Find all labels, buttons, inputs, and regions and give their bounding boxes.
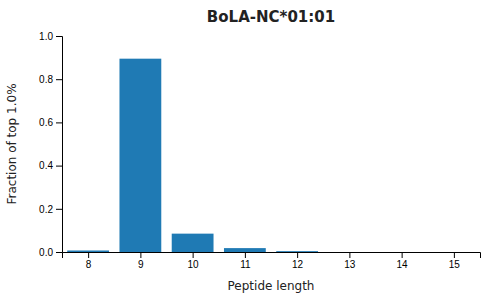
x-axis: 8 9 10 11 12 13 14 15 bbox=[63, 252, 481, 270]
x-tick-label: 15 bbox=[449, 259, 461, 270]
x-tick: 11 bbox=[240, 252, 251, 270]
y-tick-mark bbox=[56, 209, 62, 210]
bar bbox=[328, 252, 370, 253]
y-axis-line bbox=[56, 37, 63, 253]
x-tick: 12 bbox=[292, 252, 304, 270]
x-tick-label: 14 bbox=[397, 259, 409, 270]
y-tick: 0.8 bbox=[39, 74, 62, 85]
x-tick-label: 8 bbox=[86, 259, 92, 270]
x-axis-title: Peptide length bbox=[228, 279, 315, 293]
y-tick-mark bbox=[56, 252, 62, 253]
x-tick: 15 bbox=[449, 252, 461, 270]
y-tick: 0.2 bbox=[39, 204, 62, 215]
plot: 8 9 10 11 12 13 14 15 0.0 0.2 0.4 0.6 0.8 1.0 bbox=[39, 31, 480, 270]
y-tick: 0.0 bbox=[39, 247, 62, 258]
x-tick-label: 9 bbox=[138, 259, 144, 270]
bar bbox=[67, 250, 109, 252]
x-tick-mark bbox=[88, 252, 89, 258]
bar bbox=[119, 59, 161, 252]
x-axis-line bbox=[63, 253, 481, 259]
y-tick: 1.0 bbox=[39, 31, 62, 42]
x-tick: 8 bbox=[86, 252, 92, 270]
x-tick-mark bbox=[297, 252, 298, 258]
y-tick-mark bbox=[56, 79, 62, 80]
bars bbox=[67, 59, 318, 252]
y-tick-label: 0.0 bbox=[39, 247, 53, 258]
y-tick-mark bbox=[56, 122, 62, 123]
y-tick: 0.6 bbox=[39, 117, 62, 128]
x-tick-mark bbox=[349, 252, 350, 258]
bar bbox=[381, 252, 423, 253]
x-tick-mark bbox=[140, 252, 141, 258]
y-tick-label: 0.2 bbox=[39, 204, 53, 215]
x-tick-mark bbox=[454, 252, 455, 258]
y-tick-label: 0.6 bbox=[39, 117, 53, 128]
y-tick-mark bbox=[56, 36, 62, 37]
x-tick: 10 bbox=[188, 252, 200, 270]
y-tick-label: 0.4 bbox=[39, 160, 53, 171]
y-tick-label: 1.0 bbox=[39, 31, 53, 42]
x-tick-mark bbox=[193, 252, 194, 258]
title: BoLA-NC*01:01 bbox=[207, 8, 335, 26]
x-tick-mark bbox=[402, 252, 403, 258]
y-tick-label: 0.8 bbox=[39, 74, 53, 85]
x-tick-label: 10 bbox=[188, 259, 200, 270]
x-tick: 9 bbox=[138, 252, 144, 270]
y-axis: 0.0 0.2 0.4 0.6 0.8 1.0 bbox=[39, 31, 62, 258]
y-tick-mark bbox=[56, 166, 62, 167]
x-tick-label: 13 bbox=[344, 259, 356, 270]
bar bbox=[172, 234, 214, 252]
x-tick: 14 bbox=[397, 252, 409, 270]
x-tick: 13 bbox=[344, 252, 356, 270]
chart: 8 9 10 11 12 13 14 15 0.0 0.2 0.4 0.6 0.8 1.0 BoLA-NC*… bbox=[0, 0, 500, 300]
x-tick-mark bbox=[245, 252, 246, 258]
bar bbox=[276, 251, 318, 252]
bar bbox=[224, 248, 266, 252]
y-axis-title: Fraction of top 1.0% bbox=[5, 83, 19, 204]
bar bbox=[433, 252, 475, 253]
y-tick: 0.4 bbox=[39, 160, 62, 171]
x-tick-label: 11 bbox=[240, 259, 251, 270]
x-tick-label: 12 bbox=[292, 259, 304, 270]
